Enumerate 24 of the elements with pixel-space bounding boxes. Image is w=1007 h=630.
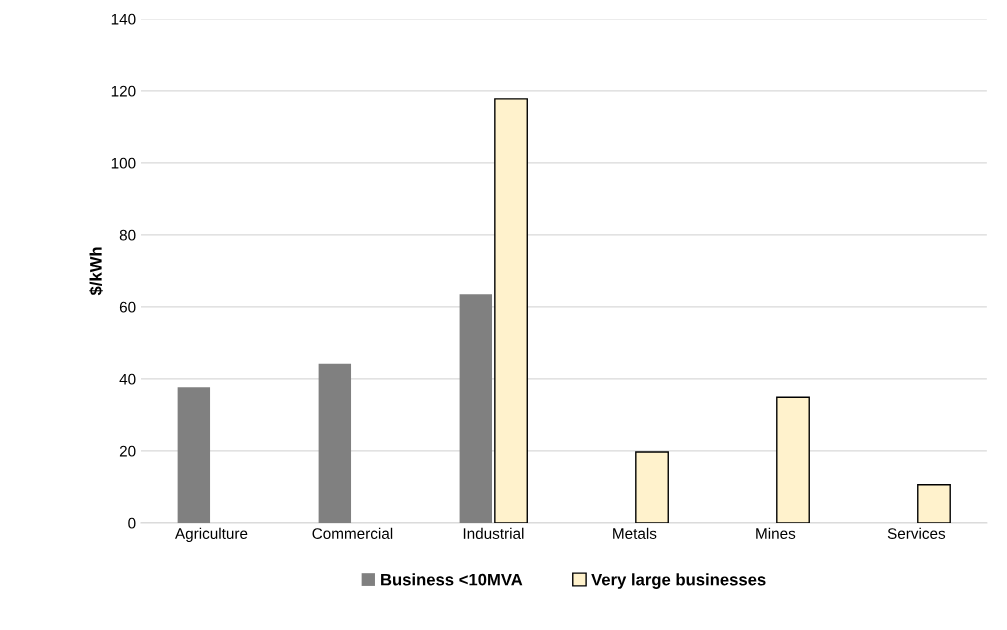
bar [494, 98, 528, 523]
y-tick-label: 40 [119, 373, 136, 385]
legend-label: Business <10MVA [381, 573, 523, 586]
legend-label: Very large businesses [591, 573, 766, 589]
y-tick-label: 140 [111, 13, 136, 25]
bar [917, 484, 951, 523]
bar [776, 396, 810, 523]
x-tick-label: Commercial [312, 527, 393, 539]
y-tick-label: 20 [119, 445, 136, 457]
y-tick-label: 80 [119, 229, 136, 241]
y-tick-label: 120 [111, 85, 136, 97]
y-tick-label: 60 [119, 301, 136, 313]
y-tick-label: 0 [128, 517, 136, 529]
bar [459, 294, 493, 523]
bar [318, 363, 352, 523]
x-tick-label: Mines [756, 527, 796, 539]
y-tick-label: 100 [111, 157, 136, 169]
bar [177, 387, 211, 523]
x-tick-label: Services [887, 527, 946, 539]
x-tick-label: Industrial [463, 527, 524, 539]
x-tick-label: Metals [613, 527, 657, 539]
x-tick-label: Agriculture [174, 527, 248, 542]
bar [635, 451, 669, 523]
y-axis-title: $/kWh [89, 247, 103, 296]
